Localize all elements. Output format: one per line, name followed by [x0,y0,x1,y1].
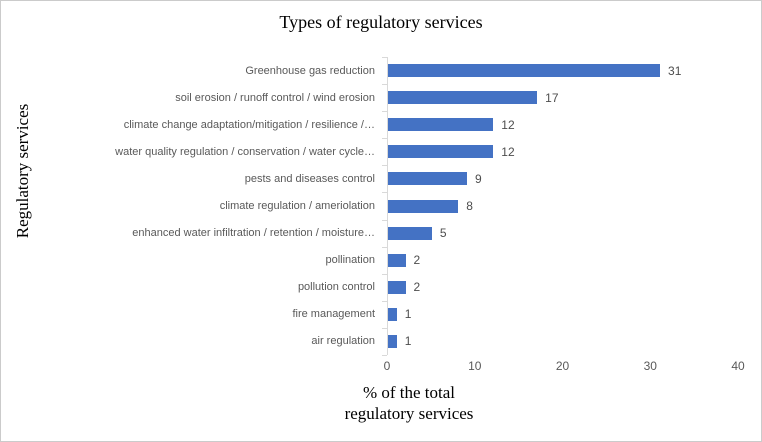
bar [388,253,406,267]
x-axis-title-line2: regulatory services [344,404,474,423]
category-label: pollution control [297,281,375,294]
category-axis-tick [382,111,387,113]
bar [388,118,494,132]
category-axis-tick [382,138,387,140]
category-label: air regulation [311,335,375,348]
value-label: 1 [404,334,412,349]
x-axis-tick-label: 30 [643,359,657,373]
x-axis-tick-labels: 0 10 20 30 40 [383,359,745,374]
bar [388,145,494,159]
bar [388,172,467,186]
category-label: water quality regulation / conservation … [115,145,375,158]
bar [388,280,406,294]
bar [388,199,459,213]
category-label: enhanced water infiltration / retention … [132,227,375,240]
value-label: 12 [501,144,515,159]
category-axis-tick [382,327,387,329]
category-axis-tick [382,84,387,86]
category-axis-tick [382,192,387,194]
x-axis-tick-label: 20 [555,359,570,373]
category-label: soil erosion / runoff control / wind ero… [175,91,375,104]
chart-title: Types of regulatory services [279,12,483,32]
category-axis-tick [382,273,387,275]
bar [388,64,661,78]
value-label: 5 [439,226,447,241]
bar [388,226,432,240]
x-axis-tick-label: 10 [468,359,482,373]
value-label: 12 [501,117,515,132]
chart-area: 31 17 12 12 9 8 5 2 2 1 1 Greenhouse gas reduction… [1,57,739,356]
x-axis-title: % of the total regulatory services [345,382,474,424]
value-label: 17 [545,90,559,105]
category-axis-tick [382,355,387,356]
bar [388,91,538,105]
category-axis-tick [382,57,387,58]
x-axis-tick-label: 40 [731,359,745,373]
value-label: 31 [668,63,682,78]
category-label: pests and diseases control [244,172,375,185]
bar [388,307,397,321]
category-label: fire management [292,308,375,321]
value-label: 2 [413,253,421,268]
category-axis-tick [382,219,387,221]
category-label: climate change adaptation/mitigation / r… [123,118,375,131]
bar [388,334,397,348]
value-label: 2 [413,280,421,295]
plot-area: 31 17 12 12 9 8 5 2 2 1 1 [382,57,739,356]
category-label: climate regulation / ameriolation [219,199,375,212]
x-axis-tick-label: 0 [383,359,391,373]
category-axis-tick [382,165,387,167]
category-label: pollination [325,254,375,267]
value-label: 8 [466,199,473,213]
category-axis-tick [382,246,387,248]
x-axis-title-line1: % of the total [362,383,456,402]
value-label: 9 [474,171,482,186]
category-label: Greenhouse gas reduction [245,64,375,77]
category-axis-tick [382,300,387,302]
value-label: 1 [404,307,412,322]
